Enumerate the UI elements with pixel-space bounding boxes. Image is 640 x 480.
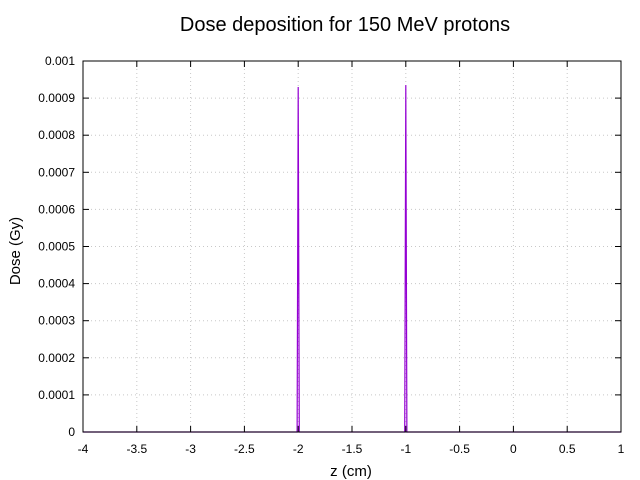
y-tick-label: 0.0007	[38, 165, 75, 179]
y-tick-label: 0.0001	[38, 388, 75, 402]
y-tick-label: 0.0006	[38, 202, 75, 216]
x-tick-label: -4	[78, 442, 89, 456]
x-tick-label: -3.5	[126, 442, 147, 456]
x-tick-label: -3	[185, 442, 196, 456]
x-tick-label: 0.5	[559, 442, 576, 456]
grid-lines	[83, 61, 621, 432]
y-tick-label: 0.0008	[38, 128, 75, 142]
x-tick-label: 0	[510, 442, 517, 456]
x-tick-label: -2.5	[234, 442, 255, 456]
x-tick-label: -1	[400, 442, 411, 456]
x-tick-label: -2	[293, 442, 304, 456]
x-tick-label: -1.5	[342, 442, 363, 456]
y-tick-label: 0.0003	[38, 314, 75, 328]
y-tick-label: 0.0002	[38, 351, 75, 365]
x-axis-label: z (cm)	[330, 463, 372, 480]
x-tick-label: 1	[618, 442, 625, 456]
y-tick-label: 0.0005	[38, 240, 75, 254]
y-tick-label: 0.001	[45, 54, 75, 68]
y-axis-label: Dose (Gy)	[7, 217, 24, 285]
y-tick-label: 0.0009	[38, 91, 75, 105]
y-tick-label: 0.0004	[38, 277, 75, 291]
x-tick-label: -0.5	[449, 442, 470, 456]
chart-title: Dose deposition for 150 MeV protons	[180, 14, 510, 36]
y-tick-label: 0	[68, 425, 75, 439]
axis-ticks: 0 0.0001 0.0002 0.0003 0.0004 0.0005 0.0006 0.0…	[38, 54, 624, 456]
